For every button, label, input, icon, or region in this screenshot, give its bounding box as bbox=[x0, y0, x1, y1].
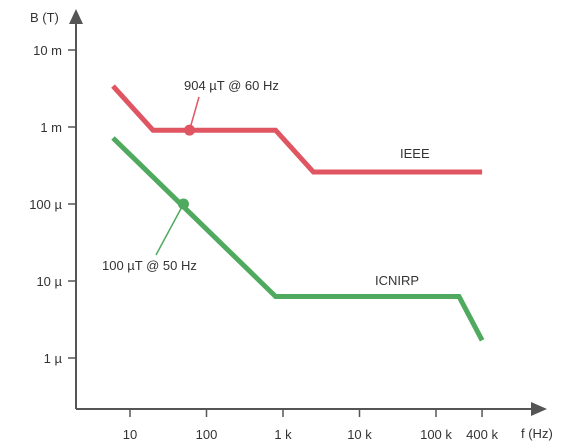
y-tick-label: 1 µ bbox=[44, 351, 63, 366]
x-tick-label: 10 bbox=[123, 427, 137, 441]
series-line-icnirp bbox=[111, 136, 485, 342]
x-tick-label: 100 bbox=[196, 427, 218, 441]
axes bbox=[69, 9, 547, 416]
annotation-marker bbox=[177, 198, 189, 210]
tick-marks: 10 100 1 k 10 k 100 k 400 k 1 µ 10 µ 100 µ 1 m 10 … bbox=[29, 43, 498, 441]
y-tick-label: 100 µ bbox=[29, 197, 62, 212]
x-tick-label: 1 k bbox=[274, 427, 292, 441]
annotations: 904 µT @ 60 Hz 100 µT @ 50 Hz bbox=[102, 78, 279, 273]
x-axis-arrow bbox=[531, 402, 547, 416]
series-label-icnirp: ICNIRP bbox=[375, 273, 419, 288]
y-axis-title: B (T) bbox=[30, 10, 59, 25]
x-tick-label: 10 k bbox=[347, 427, 372, 441]
x-tick-label: 100 k bbox=[420, 427, 452, 441]
series-label-ieee: IEEE bbox=[400, 146, 430, 161]
y-tick-label: 10 µ bbox=[36, 274, 62, 289]
y-tick-label: 10 m bbox=[33, 43, 62, 58]
y-axis-arrow bbox=[69, 9, 83, 24]
annotation-marker bbox=[184, 124, 196, 136]
annotation-leader bbox=[155, 203, 185, 256]
x-tick-label: 400 k bbox=[466, 427, 498, 441]
annotation-label: 100 µT @ 50 Hz bbox=[102, 258, 197, 273]
series-lines bbox=[111, 84, 485, 342]
annotation-leader bbox=[188, 96, 200, 131]
x-axis-title: f (Hz) bbox=[521, 426, 553, 441]
y-tick-label: 1 m bbox=[40, 120, 62, 135]
series-labels: IEEE ICNIRP bbox=[375, 146, 430, 288]
series-line-ieee bbox=[111, 84, 483, 175]
annotation-label: 904 µT @ 60 Hz bbox=[184, 78, 279, 93]
